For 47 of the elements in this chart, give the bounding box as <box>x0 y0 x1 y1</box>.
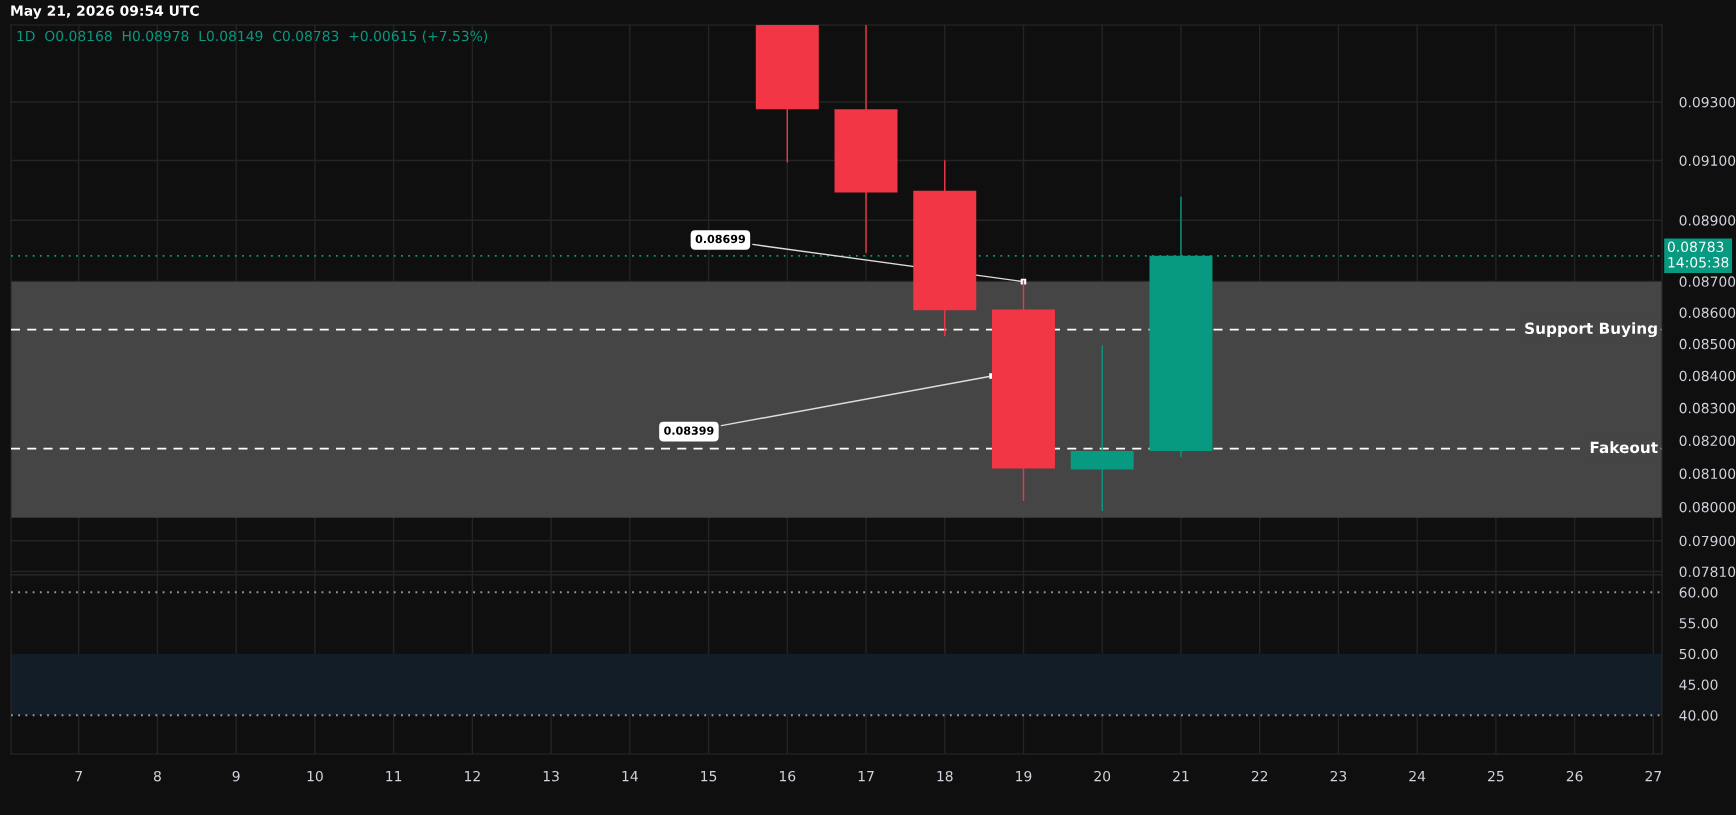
annotation: 0.08699 <box>695 234 745 244</box>
annotation: 0.08399 <box>664 426 714 435</box>
y-tick-label: 0.07900 <box>1679 535 1736 547</box>
y-tick-label: 0.09100 <box>1679 155 1736 166</box>
y-tick-label: 0.08500 <box>1679 338 1736 350</box>
x-tick-label: 23 <box>1330 770 1347 782</box>
y-tick-label: 0.07810 <box>1679 566 1736 578</box>
y-tick-label: 60.00 <box>1679 587 1718 598</box>
candlestick <box>1070 344 1134 512</box>
y-tick-label: 50.00 <box>1679 648 1718 660</box>
y-tick-label: 0.08400 <box>1679 370 1736 382</box>
x-tick-label: 24 <box>1409 770 1426 782</box>
x-tick-label: 8 <box>153 770 161 782</box>
chart-subtitle: May 21, 2026 09:54 UTC <box>11 5 199 19</box>
x-tick-label: 17 <box>858 771 874 782</box>
y-tick-label: 45.00 <box>1679 679 1718 690</box>
x-tick-label: 15 <box>701 771 717 782</box>
x-tick-label: 20 <box>1094 770 1111 782</box>
x-tick-label: 11 <box>386 771 402 782</box>
x-tick-label: 7 <box>75 771 82 782</box>
x-tick-label: 22 <box>1251 770 1268 782</box>
y-tick-label: 0.08600 <box>1679 307 1736 318</box>
y-tick-label: 40.00 <box>1679 710 1718 721</box>
y-tick-label: 0.08100 <box>1679 468 1736 479</box>
y-tick-label: 0.08000 <box>1679 501 1736 513</box>
x-tick-label: 21 <box>1173 770 1189 782</box>
y-tick-label: 55.00 <box>1679 617 1718 629</box>
x-tick-label: 13 <box>543 770 559 782</box>
x-tick-label: 16 <box>779 770 796 782</box>
y-tick-label: 0.08300 <box>1679 402 1736 414</box>
y-tick-label: 0.08700 <box>1679 276 1736 287</box>
y-tick-label: 0.08200 <box>1679 435 1736 446</box>
x-tick-label: 10 <box>307 770 323 782</box>
x-tick-label: 27 <box>1645 770 1661 782</box>
ref-line-label: Fakeout <box>1590 441 1658 454</box>
x-tick-label: 18 <box>937 770 953 782</box>
chart-title: 1D O0.08168 H0.08978 L0.08149 C0.08783 +0.00615 (+7.53%) <box>17 30 488 43</box>
x-tick-label: 25 <box>1488 770 1504 782</box>
x-tick-label: 14 <box>622 771 638 782</box>
x-tick-label: 9 <box>232 770 240 782</box>
ref-line-label: 0.08783 14:05:38 <box>1667 241 1729 268</box>
ref-line-label: Support Buying <box>1525 322 1657 338</box>
x-tick-label: 19 <box>1016 770 1032 782</box>
y-tick-label: 0.08900 <box>1679 215 1736 226</box>
y-tick-label: 0.09300 <box>1679 96 1736 108</box>
x-tick-label: 12 <box>465 770 480 782</box>
x-tick-label: 26 <box>1566 770 1583 782</box>
